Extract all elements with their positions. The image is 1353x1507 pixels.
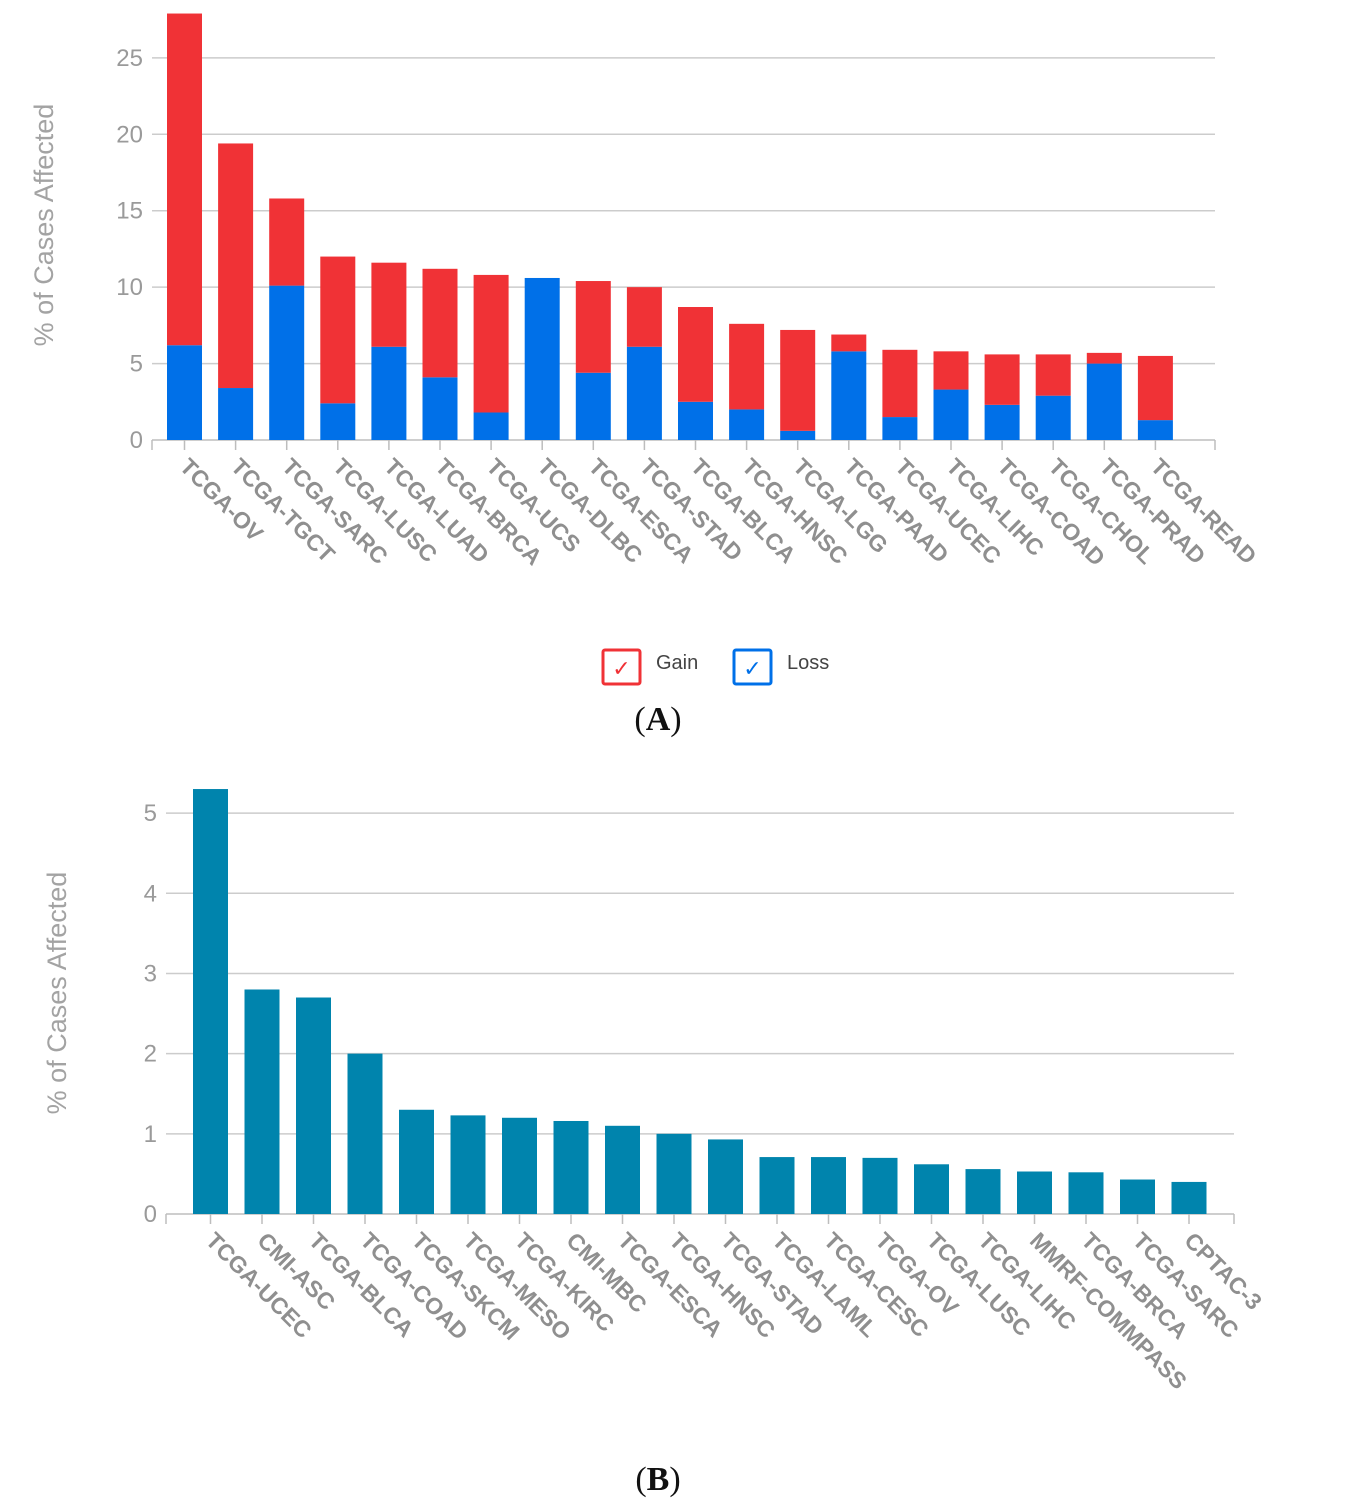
bar-gain-tcga-tgct <box>218 143 254 389</box>
bar-loss-tcga-coad <box>984 404 1020 440</box>
legend-label-gain: Gain <box>656 652 698 674</box>
bar-loss-tcga-dlbc <box>524 277 560 440</box>
bar-gain-tcga-read <box>1137 355 1173 421</box>
bar-gain-tcga-paad <box>831 334 867 352</box>
bar-loss-tcga-ucec <box>882 417 918 440</box>
y-tick-label: 10 <box>116 274 143 301</box>
y-tick-label: 3 <box>144 960 157 987</box>
y-tick-label: 5 <box>144 800 157 827</box>
y-tick-label: 25 <box>116 45 143 72</box>
bar-tcga-cesc <box>811 1157 846 1214</box>
legend: ✓ Gain ✓ Loss <box>601 648 829 686</box>
bar-tcga-stad <box>708 1139 743 1214</box>
y-tick-label: 0 <box>130 427 143 454</box>
bar-loss-tcga-stad <box>626 346 662 440</box>
y-tick-label: 2 <box>144 1041 157 1068</box>
check-icon: ✓ <box>743 657 761 682</box>
panel-paren-close: ) <box>670 701 681 738</box>
check-icon: ✓ <box>612 657 630 682</box>
bar-gain-tcga-ov <box>167 13 202 346</box>
bar-mmrf-commpass <box>1017 1171 1052 1214</box>
y-tick-label: 5 <box>130 351 143 378</box>
bar-gain-tcga-prad <box>1086 352 1122 364</box>
panel-letter: B <box>647 1461 670 1498</box>
y-axis-title: % of Cases Affected <box>29 104 59 347</box>
bar-loss-tcga-lihc <box>933 389 969 440</box>
bar-gain-tcga-lihc <box>933 351 969 390</box>
bar-tcga-ov <box>862 1157 898 1214</box>
bar-cmi-asc <box>244 989 280 1214</box>
panel-paren-close: ) <box>669 1461 680 1498</box>
bar-gain-tcga-luad <box>371 262 407 347</box>
panel-paren-open: ( <box>635 1461 646 1498</box>
bar-loss-tcga-paad <box>831 351 867 440</box>
bar-tcga-blca <box>296 997 331 1214</box>
y-tick-label: 4 <box>144 880 157 907</box>
bar-tcga-lusc <box>914 1164 949 1214</box>
y-tick-label: 20 <box>116 121 143 148</box>
bar-tcga-sarc <box>1120 1179 1155 1214</box>
panel-label: (B) <box>635 1461 680 1498</box>
y-tick-label: 1 <box>144 1121 157 1148</box>
panel-paren-open: ( <box>634 701 645 738</box>
bar-tcga-laml <box>759 1157 795 1214</box>
bar-loss-tcga-prad <box>1086 363 1122 440</box>
bar-tcga-skcm <box>399 1109 434 1214</box>
bar-loss-tcga-hnsc <box>729 409 765 440</box>
panel-letter: A <box>646 701 671 738</box>
legend-label-loss: Loss <box>787 652 829 674</box>
bar-gain-tcga-hnsc <box>729 323 765 410</box>
bar-gain-tcga-esca <box>575 281 611 373</box>
bar-tcga-ucec <box>193 789 228 1214</box>
bar-gain-tcga-ucec <box>882 349 918 418</box>
bar-gain-tcga-sarc <box>269 198 305 286</box>
bar-loss-tcga-blca <box>678 401 713 440</box>
bar-gain-tcga-brca <box>422 268 458 378</box>
bar-gain-tcga-ucs <box>473 274 509 413</box>
legend-box-loss <box>732 648 773 686</box>
bar-loss-tcga-lgg <box>780 430 816 440</box>
bar-tcga-hnsc <box>656 1133 692 1214</box>
bar-gain-tcga-lusc <box>320 256 356 404</box>
bar-gain-tcga-lgg <box>780 329 816 431</box>
panel-label: (A) <box>634 701 681 738</box>
bar-tcga-meso <box>450 1115 486 1214</box>
bar-loss-tcga-ov <box>167 345 202 440</box>
bar-loss-tcga-brca <box>422 377 458 440</box>
legend-box-gain <box>601 648 642 686</box>
bar-loss-tcga-tgct <box>218 388 254 440</box>
bar-gain-tcga-chol <box>1035 354 1071 396</box>
bar-loss-tcga-sarc <box>269 285 305 440</box>
bar-tcga-brca <box>1068 1172 1104 1214</box>
bar-loss-tcga-ucs <box>473 412 509 440</box>
bar-loss-tcga-lusc <box>320 403 356 440</box>
bar-loss-tcga-esca <box>575 372 611 440</box>
bar-loss-tcga-luad <box>371 346 407 440</box>
bar-loss-tcga-chol <box>1035 395 1071 440</box>
bar-tcga-coad <box>347 1053 383 1214</box>
bar-cmi-mbc <box>553 1120 589 1214</box>
bar-gain-tcga-coad <box>984 354 1020 405</box>
bar-gain-tcga-blca <box>678 307 713 402</box>
bar-loss-tcga-read <box>1137 420 1173 440</box>
bar-tcga-kirc <box>502 1117 537 1214</box>
y-tick-label: 15 <box>116 198 143 225</box>
bar-gain-tcga-stad <box>626 287 662 347</box>
y-tick-label: 0 <box>144 1201 157 1228</box>
bar-tcga-esca <box>605 1125 640 1214</box>
y-axis-title: % of Cases Affected <box>42 872 72 1115</box>
bar-cptac-3 <box>1171 1181 1207 1214</box>
bar-tcga-lihc <box>965 1169 1001 1214</box>
